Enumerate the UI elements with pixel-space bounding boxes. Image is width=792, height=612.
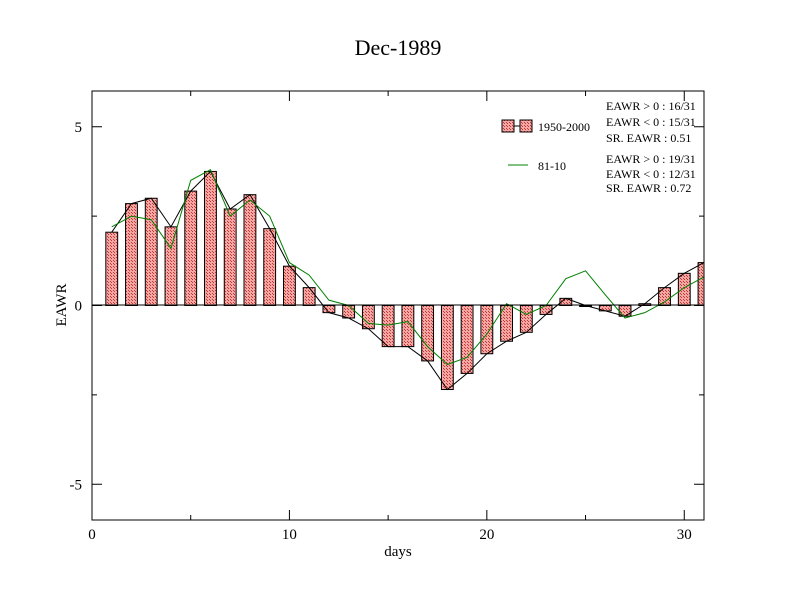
legend-label-81-10: 81-10 [538, 159, 566, 173]
bar-day-11 [302, 287, 316, 307]
bar-day-14 [361, 305, 375, 330]
bar-day-20 [480, 305, 494, 355]
bar-day-29 [658, 287, 671, 307]
bar-day-19 [460, 305, 474, 374]
bar-day-13 [342, 305, 356, 319]
x-axis-label: days [384, 544, 412, 560]
bar-day-6 [204, 170, 217, 306]
legend-stat-8110-positive: EAWR > 0 : 19/31 [606, 152, 696, 166]
bar-day-8 [243, 194, 257, 306]
bar-day-31 [697, 262, 704, 307]
legend-stat-1950-positive: EAWR > 0 : 16/31 [606, 99, 696, 113]
x-tick-label: 0 [88, 527, 96, 543]
y-tick-label: -5 [70, 477, 83, 493]
x-tick-label: 20 [479, 527, 494, 543]
legend-stat-8110-sr: SR. EAWR : 0.72 [606, 181, 691, 195]
x-tick-label: 10 [282, 527, 297, 543]
bar-day-1 [105, 231, 119, 307]
x-tick-label: 30 [677, 527, 692, 543]
bar-day-17 [421, 305, 435, 362]
bar-day-30 [677, 272, 691, 307]
legend-bar-swatch-1 [501, 119, 515, 133]
bar-series [105, 170, 704, 391]
legend-stat-8110-negative: EAWR < 0 : 12/31 [606, 167, 696, 181]
bar-day-4 [164, 226, 178, 307]
axis-ticks: 0 10 20 30 -5 0 5 [70, 91, 704, 543]
bar-day-9 [263, 228, 277, 306]
bar-outline-line [111, 170, 704, 391]
y-tick-label: 5 [75, 120, 83, 136]
bar-day-5 [184, 190, 198, 307]
bar-day-10 [283, 265, 296, 307]
legend: 1950-2000 EAWR > 0 : 16/31 EAWR < 0 : 15… [501, 99, 696, 195]
bar-day-15 [381, 305, 395, 348]
bar-day-7 [223, 208, 237, 306]
line-series [111, 168, 704, 391]
climatology-line [111, 168, 704, 366]
chart-title: Dec-1989 [355, 35, 442, 60]
bar-day-12 [322, 305, 336, 314]
legend-bar-swatch-2 [519, 119, 533, 133]
y-tick-label: 0 [75, 299, 83, 315]
legend-stat-1950-sr: SR. EAWR : 0.51 [606, 131, 691, 145]
legend-stat-1950-negative: EAWR < 0 : 15/31 [606, 115, 696, 129]
bar-day-3 [144, 197, 158, 306]
y-axis-label: EAWR [54, 284, 70, 327]
bar-day-18 [440, 305, 454, 391]
legend-label-1950-2000: 1950-2000 [538, 120, 590, 134]
